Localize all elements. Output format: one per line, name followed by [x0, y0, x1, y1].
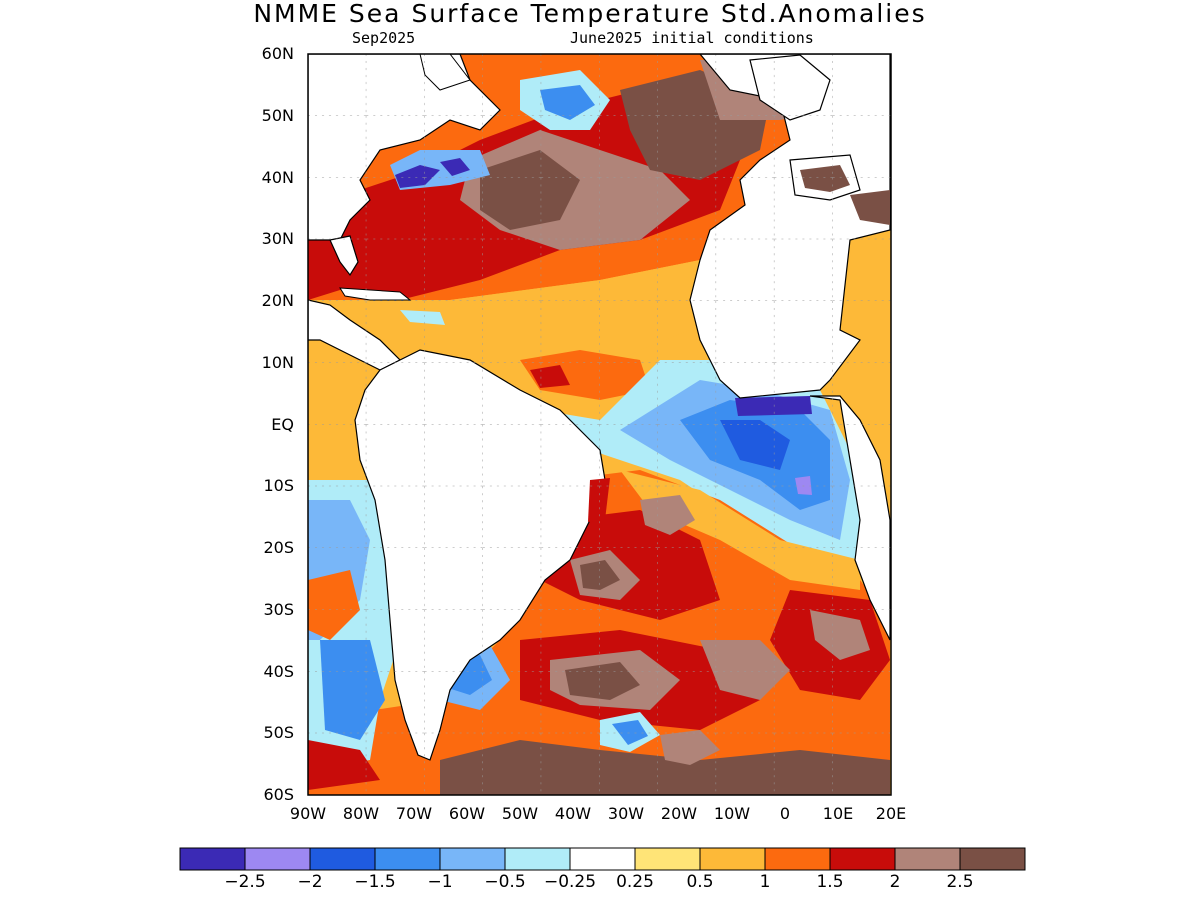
lat-label: 40N [261, 167, 294, 187]
lat-label: 20S [263, 538, 294, 557]
colorbar-label: 2.5 [946, 872, 974, 892]
map-gridlines [308, 54, 891, 795]
lat-label: 10N [261, 352, 294, 372]
colorbar-swatch [179, 847, 246, 871]
colorbar-label: −2 [297, 872, 323, 892]
lon-label: 30W [607, 804, 645, 823]
lon-label: 20W [660, 804, 698, 823]
colorbar [179, 847, 1026, 871]
lat-label: 40S [263, 661, 294, 681]
initial-conditions-label: June2025 initial conditions [570, 29, 814, 47]
lon-label: 10W [713, 804, 751, 823]
colorbar-label: −1 [427, 872, 453, 892]
colorbar-label: 0.25 [616, 872, 654, 892]
lat-label: 60N [261, 44, 294, 63]
lat-label: 10S [263, 476, 294, 496]
map-title: NMME Sea Surface Temperature Std.Anomali… [253, 0, 927, 28]
colorbar-swatch [244, 847, 311, 871]
lat-label: 60S [263, 785, 294, 804]
colorbar-swatch [829, 847, 896, 871]
lat-label: 30N [261, 229, 294, 249]
colorbar-label: −0.25 [543, 872, 597, 892]
colorbar-swatch [569, 847, 636, 871]
lon-label: 0 [779, 804, 791, 823]
lat-label: 50S [263, 723, 294, 743]
colorbar-swatch [309, 847, 376, 871]
lon-label: 70W [395, 804, 433, 823]
lon-label: 80W [342, 804, 380, 823]
colorbar-label: −2.5 [224, 872, 266, 892]
colorbar-swatch [504, 847, 571, 871]
colorbar-label: 0.5 [686, 872, 714, 892]
colorbar-swatch [699, 847, 766, 871]
colorbar-swatch [439, 847, 506, 871]
lon-label: 40W [554, 804, 592, 823]
lat-label: 50N [261, 105, 294, 125]
lon-label: 60W [448, 804, 486, 823]
lat-label: EQ [271, 414, 294, 434]
lon-label: 10E [822, 804, 854, 823]
lon-label: 50W [501, 804, 539, 823]
colorbar-swatch [959, 847, 1026, 871]
map-frame [307, 53, 892, 796]
colorbar-swatch [894, 847, 961, 871]
colorbar-swatch [374, 847, 441, 871]
lat-label: 20N [261, 291, 294, 310]
colorbar-swatch [634, 847, 701, 871]
colorbar-label: 1 [759, 872, 771, 892]
colorbar-label: 1.5 [816, 872, 844, 892]
lon-label: 20E [875, 804, 907, 823]
valid-month-label: Sep2025 [352, 29, 416, 47]
lat-label: 30S [263, 599, 294, 619]
colorbar-swatch [764, 847, 831, 871]
colorbar-label: −1.5 [354, 872, 396, 892]
colorbar-label: 2 [889, 872, 901, 892]
lon-label: 90W [289, 804, 327, 823]
colorbar-label: −0.5 [484, 872, 526, 892]
